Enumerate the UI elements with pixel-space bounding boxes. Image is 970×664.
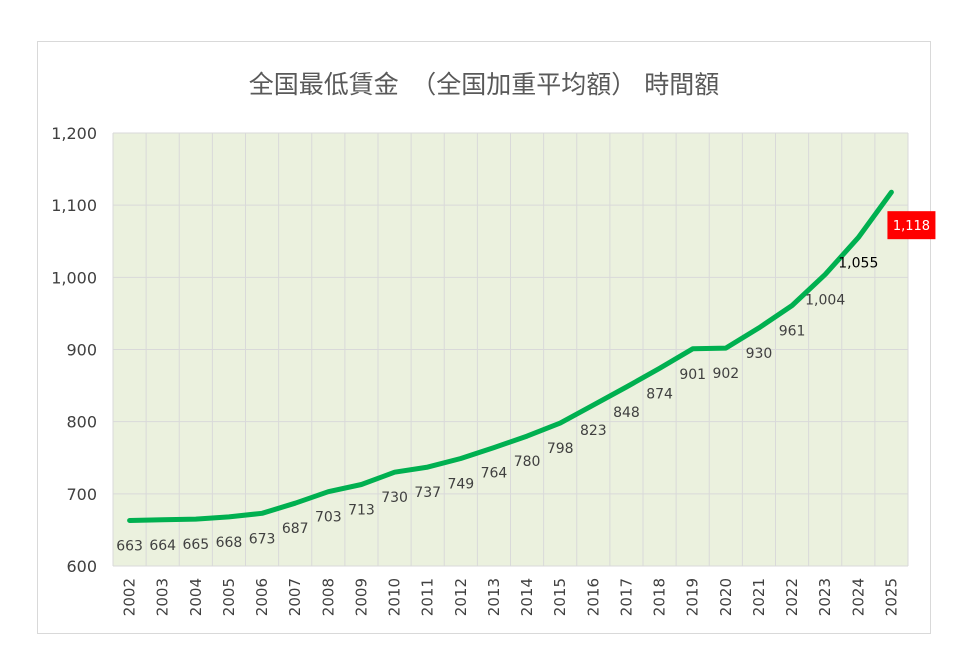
x-tick-label: 2019 xyxy=(684,578,702,616)
x-tick-label: 2023 xyxy=(816,578,834,616)
x-tick-label: 2007 xyxy=(286,578,304,616)
data-label: 730 xyxy=(381,490,408,506)
data-label-highlight: 1,118 xyxy=(893,219,930,234)
series-line-path xyxy=(127,189,894,523)
x-tick-label: 2010 xyxy=(386,578,404,616)
y-tick-label: 900 xyxy=(66,341,97,360)
x-tick-label: 2006 xyxy=(253,578,271,616)
data-label: 713 xyxy=(348,502,375,518)
data-label: 665 xyxy=(182,537,209,553)
x-tick-label: 2003 xyxy=(154,578,172,616)
y-tick-label: 1,100 xyxy=(51,196,97,215)
y-tick-label: 800 xyxy=(66,413,97,432)
data-label: 737 xyxy=(414,485,441,501)
x-tick-label: 2022 xyxy=(783,578,801,616)
data-label: 764 xyxy=(481,466,508,482)
x-tick-label: 2024 xyxy=(849,578,867,616)
data-label: 780 xyxy=(514,454,541,470)
gridlines xyxy=(112,132,909,567)
x-tick-label: 2008 xyxy=(319,578,337,616)
series-line xyxy=(127,189,894,523)
y-axis: 600 700 800 900 1,000 1,100 1,200 xyxy=(51,124,97,576)
x-tick-label: 2011 xyxy=(419,578,437,616)
x-tick-label: 2012 xyxy=(452,578,470,616)
y-tick-label: 700 xyxy=(66,485,97,504)
x-tick-label: 2015 xyxy=(551,578,569,616)
data-label: 664 xyxy=(149,538,176,554)
x-axis: 2002 2003 2004 2005 2006 2007 2008 2009 2010 2011… xyxy=(121,578,901,616)
data-label: 663 xyxy=(116,539,143,555)
data-label: 902 xyxy=(712,366,739,382)
x-tick-label: 2021 xyxy=(750,578,768,616)
x-tick-label: 2002 xyxy=(121,578,139,616)
x-tick-label: 2014 xyxy=(518,578,536,616)
x-tick-label: 2013 xyxy=(485,578,503,616)
data-label: 673 xyxy=(249,531,276,547)
data-label: 1,055 xyxy=(838,256,878,272)
x-tick-label: 2016 xyxy=(584,578,602,616)
y-tick-label: 1,200 xyxy=(51,124,97,143)
data-label: 668 xyxy=(216,535,243,551)
data-label: 848 xyxy=(613,405,640,421)
data-label: 687 xyxy=(282,521,309,537)
x-tick-label: 2009 xyxy=(352,578,370,616)
chart-title: 全国最低賃金 （全国加重平均額） 時間額 xyxy=(249,70,719,99)
data-label: 798 xyxy=(547,441,574,457)
data-label: 749 xyxy=(447,476,474,492)
y-tick-label: 1,000 xyxy=(51,268,97,287)
data-label: 823 xyxy=(580,423,607,439)
x-tick-label: 2020 xyxy=(717,578,735,616)
data-labels: 663 664 665 668 673 687 703 713 730 737 749 764 780 7… xyxy=(116,211,936,555)
data-label: 901 xyxy=(679,367,706,383)
x-tick-label: 2004 xyxy=(187,578,205,616)
data-label: 961 xyxy=(779,323,806,339)
x-tick-label: 2005 xyxy=(220,578,238,616)
x-tick-label: 2018 xyxy=(651,578,669,616)
y-tick-label: 600 xyxy=(66,557,97,576)
highlight-label-box xyxy=(887,211,936,240)
data-label: 930 xyxy=(746,346,773,362)
x-tick-label: 2017 xyxy=(617,578,635,616)
data-label: 874 xyxy=(646,386,673,402)
data-label: 1,004 xyxy=(805,292,845,308)
x-tick-label: 2025 xyxy=(882,578,900,616)
data-label: 703 xyxy=(315,510,342,526)
